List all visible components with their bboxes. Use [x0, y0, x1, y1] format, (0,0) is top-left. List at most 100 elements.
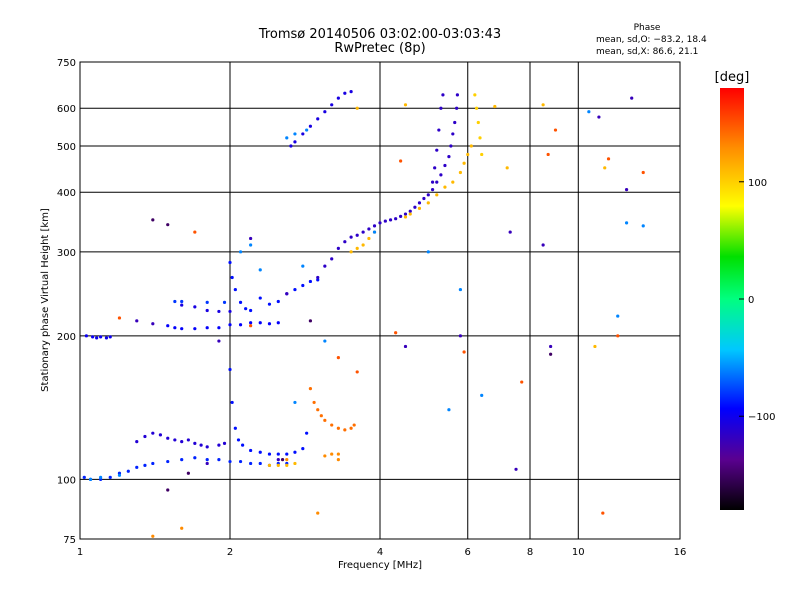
x-tick-label: 8: [527, 547, 533, 558]
echo-point: [336, 452, 340, 456]
echo-point: [238, 459, 243, 464]
echo-point: [205, 461, 209, 466]
echo-point: [258, 321, 262, 325]
echo-point: [228, 459, 232, 464]
echo-point: [451, 132, 455, 136]
echo-point: [135, 465, 139, 469]
echo-point: [258, 461, 262, 466]
chart-subtitle: RwPretec (8p): [334, 41, 425, 56]
echo-point: [417, 201, 422, 205]
echo-point: [616, 314, 620, 318]
echo-point: [606, 157, 611, 161]
echo-point: [478, 136, 482, 140]
echo-point: [361, 243, 365, 247]
echo-point: [205, 458, 209, 462]
echo-point: [166, 488, 170, 492]
echo-point: [343, 240, 347, 244]
echo-point: [587, 110, 591, 114]
echo-point: [330, 452, 334, 456]
echo-point: [349, 90, 353, 94]
echo-point: [249, 324, 253, 328]
echo-point: [323, 454, 327, 458]
echo-point: [276, 299, 280, 304]
echo-point: [435, 180, 439, 184]
echo-point: [469, 144, 473, 148]
echo-point: [151, 431, 155, 435]
echo-point: [624, 221, 629, 225]
echo-point: [180, 299, 184, 304]
echo-point: [549, 344, 553, 349]
echo-point: [276, 463, 280, 467]
x-tick-label: 6: [465, 547, 471, 558]
echo-point: [285, 452, 289, 456]
echo-point: [316, 408, 320, 412]
echo-point: [323, 339, 327, 343]
echo-point: [230, 275, 234, 280]
stats-heading: Phase: [634, 23, 661, 33]
echo-point: [336, 356, 340, 360]
echo-point: [541, 103, 545, 107]
echo-point: [601, 511, 605, 515]
y-tick-label: 600: [57, 104, 76, 115]
echo-point: [439, 106, 443, 110]
x-tick-label: 10: [572, 547, 585, 558]
echo-point: [217, 339, 221, 343]
echo-point: [458, 287, 463, 292]
echo-point: [367, 236, 371, 241]
echo-point: [193, 230, 197, 234]
echo-point: [408, 209, 412, 213]
echo-point: [319, 414, 323, 418]
echo-point: [193, 456, 197, 460]
echo-point: [435, 193, 439, 197]
echo-point: [473, 93, 477, 97]
echo-point: [228, 367, 232, 372]
echo-point: [276, 321, 280, 325]
echo-point: [117, 316, 122, 320]
x-tick-label: 1: [77, 547, 83, 558]
echo-point: [230, 400, 234, 405]
echo-point: [143, 463, 147, 467]
echo-point: [355, 370, 359, 374]
echo-point: [285, 463, 289, 467]
echo-point: [301, 447, 305, 451]
echo-point: [437, 128, 441, 132]
echo-point: [508, 230, 512, 234]
echo-point: [308, 319, 313, 323]
echo-point: [99, 335, 103, 339]
echo-point: [349, 250, 353, 254]
echo-point: [193, 441, 197, 445]
echo-point: [91, 335, 95, 339]
echo-point: [186, 471, 190, 475]
echo-point: [336, 426, 340, 430]
echo-point: [135, 319, 139, 323]
echo-point: [372, 224, 377, 228]
echo-point: [267, 302, 272, 306]
echo-point: [451, 180, 455, 184]
echo-point: [449, 144, 453, 148]
echo-point: [289, 144, 293, 148]
echo-point: [99, 475, 103, 479]
echo-point: [616, 334, 620, 338]
echo-point: [193, 305, 197, 309]
echo-point: [305, 128, 309, 132]
echo-point: [228, 309, 232, 314]
y-tick-label: 750: [57, 58, 76, 69]
echo-point: [180, 303, 184, 307]
echo-point: [143, 434, 147, 439]
echo-point: [108, 335, 112, 339]
echo-point: [238, 250, 243, 254]
x-tick-label: 16: [674, 547, 687, 558]
echo-point: [443, 163, 447, 168]
echo-point: [336, 96, 340, 100]
echo-point: [349, 426, 353, 430]
echo-point: [293, 287, 297, 292]
echo-point: [285, 136, 289, 140]
echo-point: [394, 217, 398, 221]
echo-point: [166, 459, 170, 464]
echo-point: [462, 350, 466, 354]
echo-point: [241, 443, 245, 447]
echo-point: [293, 450, 297, 454]
x-axis-ticks: 1 2 4 6 8 10 16: [77, 547, 687, 558]
echo-point: [355, 106, 359, 110]
echo-point: [173, 326, 177, 330]
